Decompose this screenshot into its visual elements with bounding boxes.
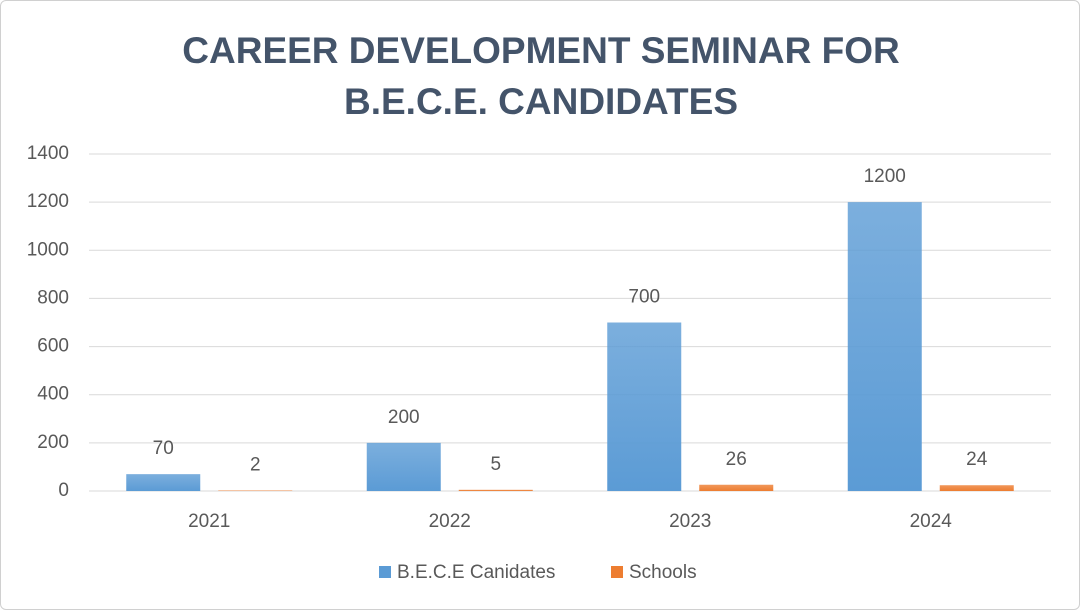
y-tick-label: 0: [58, 480, 69, 501]
y-tick-label: 800: [37, 287, 69, 308]
data-label: 5: [490, 454, 501, 475]
legend-label: Schools: [629, 562, 697, 583]
y-tick-label: 200: [37, 432, 69, 453]
legend-label: B.E.C.E Canidates: [397, 562, 555, 583]
y-tick-label: 600: [37, 336, 69, 357]
legend-swatch: [379, 566, 391, 578]
data-label: 700: [628, 287, 660, 308]
data-label: 1200: [864, 166, 906, 187]
bar: [607, 322, 682, 491]
bar: [458, 489, 533, 491]
y-tick-label: 400: [37, 384, 69, 405]
data-label: 26: [726, 449, 747, 470]
x-tick-label: 2024: [910, 511, 953, 532]
chart-title: CAREER DEVELOPMENT SEMINAR FOR B.E.C.E. …: [182, 30, 900, 122]
bar: [126, 474, 201, 491]
bar: [939, 485, 1014, 491]
legend-swatch: [611, 566, 623, 578]
y-tick-label: 1200: [27, 191, 69, 212]
data-label: 2: [250, 455, 261, 476]
y-tick-label: 1000: [27, 239, 69, 260]
y-tick-label: 1400: [27, 143, 69, 164]
data-label: 200: [388, 407, 420, 428]
data-label: 24: [966, 449, 988, 470]
bar: [366, 442, 441, 491]
data-label: 70: [153, 438, 174, 459]
x-tick-label: 2021: [188, 511, 230, 532]
x-tick-label: 2023: [669, 511, 711, 532]
x-tick-label: 2022: [429, 511, 471, 532]
bar: [847, 202, 922, 491]
bar: [699, 484, 774, 491]
